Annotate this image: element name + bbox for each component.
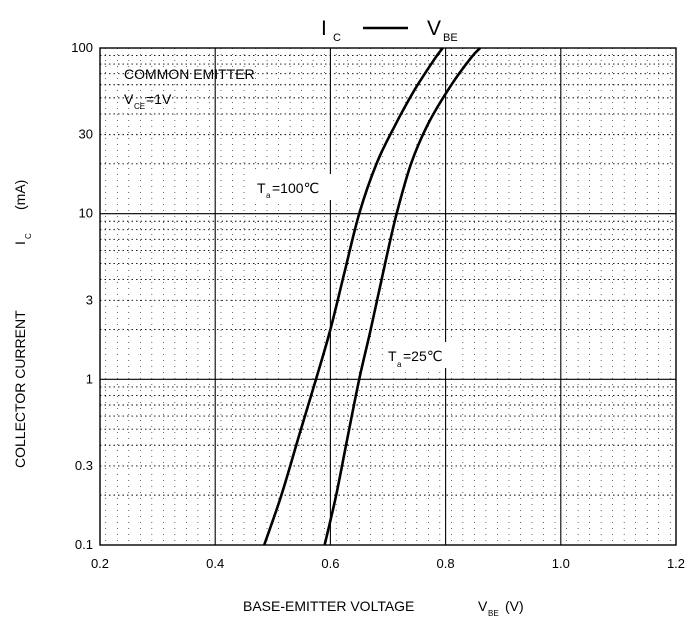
condition-vce: V [124, 91, 134, 107]
y-axis-label: COLLECTOR CURRENT I C (mA) [12, 180, 33, 468]
label-100-sub: a [266, 191, 271, 200]
y-axis-symbol: I [12, 241, 28, 245]
title-ic: I [321, 17, 327, 40]
series-label-100: T a =100℃ [252, 174, 338, 200]
tick-labels: 0.2 0.4 0.6 0.8 1.0 1.2 0.1 0.3 1 3 10 30 100 [71, 40, 685, 571]
y-axis-title: COLLECTOR CURRENT [12, 310, 28, 468]
y-tick-label: 3 [86, 292, 93, 307]
condition-vce-value: =1V [146, 91, 172, 107]
series-line-ta25 [323, 47, 482, 546]
x-tick-label: 0.8 [437, 556, 455, 571]
title-vbe-sub: BE [443, 32, 458, 44]
y-tick-label: 30 [79, 127, 93, 142]
x-axis-title: BASE-EMITTER VOLTAGE [243, 598, 414, 614]
x-axis-symbol: V [478, 598, 488, 614]
y-tick-label: 0.1 [75, 537, 93, 552]
x-axis-label: BASE-EMITTER VOLTAGE V BE (V) [243, 598, 524, 618]
label-25-t: T [388, 348, 397, 364]
x-tick-label: 0.2 [91, 556, 109, 571]
y-axis-symbol-sub: C [24, 233, 33, 239]
y-tick-label: 1 [86, 371, 93, 386]
x-tick-label: 0.6 [321, 556, 339, 571]
label-25-value: =25℃ [403, 348, 442, 364]
title-ic-sub: C [333, 32, 341, 44]
condition-vce-sub: CE [134, 102, 145, 111]
label-100-value: =100℃ [272, 180, 319, 196]
series-line-ta100 [262, 47, 444, 546]
series [262, 47, 482, 546]
title-vbe: V [427, 17, 441, 40]
label-25-sub: a [397, 360, 402, 369]
x-tick-label: 1.2 [667, 556, 685, 571]
y-tick-label: 0.3 [75, 458, 93, 473]
x-tick-label: 1.0 [552, 556, 570, 571]
y-tick-label: 10 [79, 206, 93, 221]
x-axis-unit: (V) [505, 598, 524, 614]
series-label-25: T a =25℃ [384, 342, 456, 369]
grid [100, 48, 676, 545]
chart-title: I C V BE [321, 17, 458, 44]
condition-label: COMMON EMITTER V CE =1V [124, 66, 255, 111]
condition-line1: COMMON EMITTER [124, 66, 255, 82]
x-axis-symbol-sub: BE [488, 609, 499, 618]
label-100-t: T [257, 180, 266, 196]
y-tick-label: 100 [71, 40, 93, 55]
y-axis-unit: (mA) [12, 180, 28, 210]
plot-frame [99, 47, 677, 546]
x-tick-label: 0.4 [206, 556, 224, 571]
